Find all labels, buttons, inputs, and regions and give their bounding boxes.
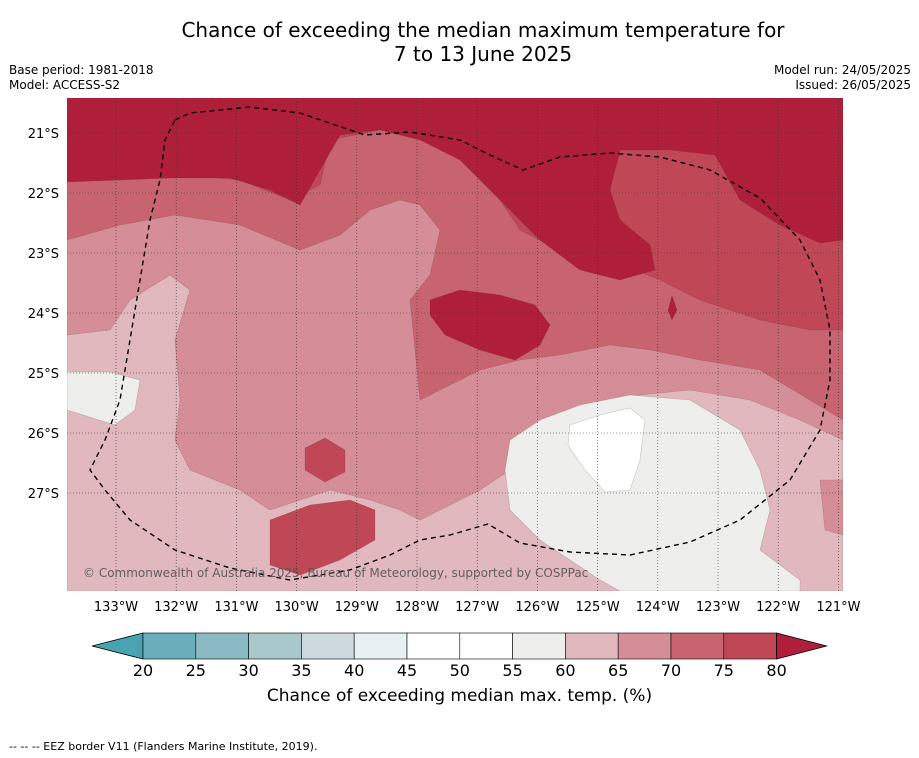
longitude-label: 129°W [335, 600, 379, 615]
issued-date: Issued: 26/05/2025 [795, 78, 911, 92]
meta-right: Model run: 24/05/2025 Issued: 26/05/2025 [774, 63, 911, 93]
longitude-labels: 133°W 132°W 131°W 130°W 129°W 128°W 127°W 126°W… [94, 600, 861, 615]
contour-80-central [429, 289, 551, 361]
colorbar-label: Chance of exceeding median max. temp. (%… [266, 686, 653, 706]
colorbar-swatch [301, 632, 355, 660]
colorbar-swatch [353, 632, 408, 660]
contour-80-small [667, 295, 678, 321]
colorbar-swatch [565, 632, 619, 660]
colorbar-tick-label: 50 [450, 661, 470, 680]
longitude-label: 133°W [94, 600, 138, 615]
latitude-label: 27°S [28, 487, 59, 502]
longitude-label: 130°W [275, 600, 319, 615]
graticule [67, 98, 843, 591]
chart-title: Chance of exceeding the median maximum t… [0, 18, 919, 66]
longitude-label: 121°W [816, 600, 860, 615]
contour-45 [567, 407, 646, 493]
longitude-label: 132°W [154, 600, 198, 615]
colorbar-swatch [512, 632, 566, 660]
title-line-1: Chance of exceeding the median maximum t… [181, 18, 785, 42]
longitude-label: 122°W [756, 600, 800, 615]
longitude-label: 125°W [576, 600, 620, 615]
footnote: -- -- -- EEZ border V11 (Flanders Marine… [9, 740, 318, 753]
eez-border [89, 106, 831, 581]
colorbar-swatch [195, 632, 249, 660]
contour-80-north [67, 98, 843, 281]
colorbar-swatch [248, 632, 302, 660]
colorbar-swatch [617, 632, 672, 660]
colorbar-over-arrow [776, 632, 829, 660]
colorbar-tick-label: 35 [291, 661, 311, 680]
colorbar-swatch [406, 632, 461, 660]
colorbar-tick-label: 75 [714, 661, 734, 680]
colorbar-tick-label: 30 [238, 661, 258, 680]
colorbar-tick-label: 80 [766, 661, 786, 680]
meta-left: Base period: 1981-2018 Model: ACCESS-S2 [9, 63, 154, 93]
latitude-label: 23°S [28, 247, 59, 262]
copyright-text: © Commonwealth of Australia 2025, Bureau… [83, 566, 588, 580]
model-name: Model: ACCESS-S2 [9, 78, 121, 92]
colorbar-tick-label: 25 [186, 661, 206, 680]
contour-75-south [269, 499, 376, 576]
colorbar-swatch [142, 632, 197, 660]
longitude-label: 131°W [214, 600, 258, 615]
colorbar-swatch [723, 632, 777, 660]
latitude-labels: 21°S 22°S 23°S 24°S 25°S 26°S 27°S [28, 127, 59, 502]
contour-75-blob [304, 437, 346, 483]
colorbar-tick-label: 40 [344, 661, 364, 680]
colorbar-tick-label: 55 [502, 661, 522, 680]
longitude-label: 123°W [696, 600, 740, 615]
longitude-label: 127°W [455, 600, 499, 615]
latitude-label: 25°S [28, 367, 59, 382]
longitude-label: 126°W [515, 600, 559, 615]
colorbar-tick-label: 20 [133, 661, 153, 680]
colorbar-swatch [459, 632, 513, 660]
latitude-label: 26°S [28, 427, 59, 442]
contour-65-east [819, 479, 843, 536]
colorbar-tick-label: 60 [555, 661, 575, 680]
colorbar-tick-label: 65 [608, 661, 628, 680]
longitude-label: 124°W [636, 600, 680, 615]
model-run: Model run: 24/05/2025 [773, 63, 911, 77]
colorbar: 20 25 30 35 40 45 50 55 60 65 70 75 80 [91, 632, 829, 680]
colorbar-swatch [670, 632, 725, 660]
colorbar-tick-label: 45 [397, 661, 417, 680]
latitude-label: 21°S [28, 127, 59, 142]
map-figure: © Commonwealth of Australia 2025, Bureau… [28, 98, 861, 680]
colorbar-under-arrow [91, 632, 144, 660]
map-plot-area: © Commonwealth of Australia 2025, Bureau… [67, 98, 843, 591]
base-period: Base period: 1981-2018 [9, 63, 154, 77]
colorbar-tick-label: 70 [661, 661, 681, 680]
latitude-label: 24°S [28, 307, 59, 322]
title-line-2: 7 to 13 June 2025 [393, 42, 573, 66]
latitude-label: 22°S [28, 187, 59, 202]
longitude-label: 128°W [395, 600, 439, 615]
